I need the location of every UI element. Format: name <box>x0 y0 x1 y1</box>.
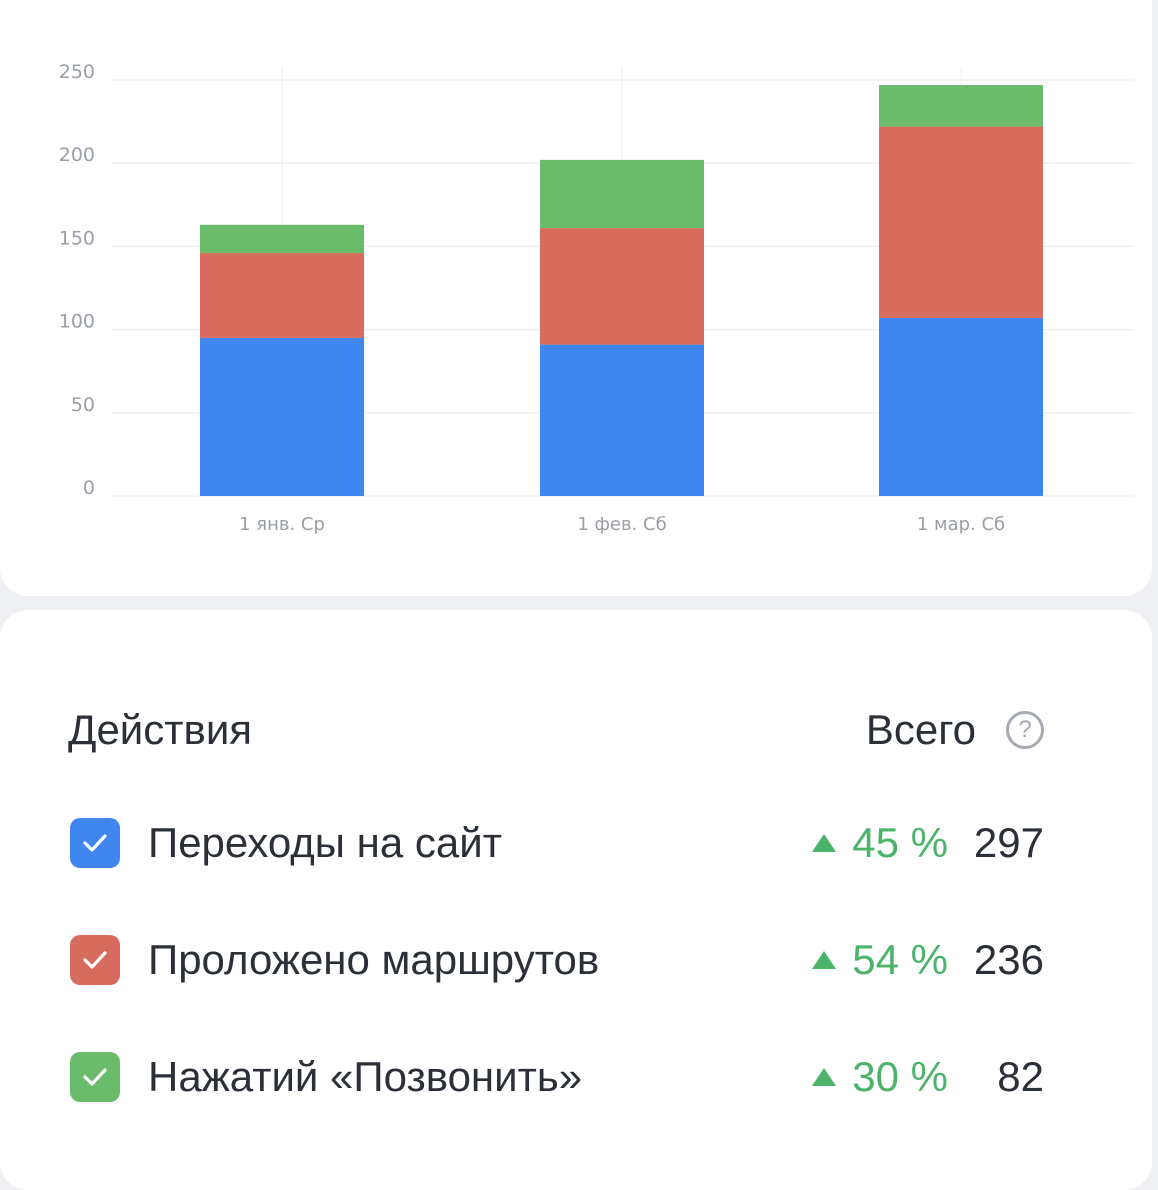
x-tick-label: 1 янв. Ср <box>239 514 325 535</box>
action-label: Нажатий «Позвонить» <box>148 1053 583 1100</box>
bar-segment-0[interactable] <box>200 337 364 496</box>
x-tick-label: 1 фев. Сб <box>577 514 666 535</box>
bar-segment-2[interactable] <box>200 224 364 254</box>
action-stats: 45 % 297 <box>812 819 1044 867</box>
total-label: Всего <box>865 706 976 753</box>
change-percent: 30 % <box>852 1053 948 1100</box>
actions-header: Действия Всего ? <box>68 706 1044 754</box>
actions-title: Действия <box>68 706 253 753</box>
stacked-bar-chart: 0 50 100 150 200 250 1 янв. Ср 1 фев. Сб 1 мар. … <box>59 61 1134 535</box>
total-value: 82 <box>997 1053 1044 1100</box>
action-row-routes[interactable]: Проложено маршрутов 54 % 236 <box>70 930 1044 990</box>
chart-card: 0 50 100 150 200 250 1 янв. Ср 1 фев. Сб 1 мар. … <box>0 0 1152 596</box>
change-percent: 54 % <box>852 936 948 983</box>
y-tick-label: 50 <box>71 394 95 416</box>
y-tick-label: 250 <box>59 61 95 83</box>
bar-segment-2[interactable] <box>540 159 704 229</box>
y-tick-label: 100 <box>59 311 95 333</box>
total-header: Всего ? <box>866 706 1044 754</box>
total-value: 236 <box>973 936 1044 983</box>
bar-segment-0[interactable] <box>540 344 704 496</box>
action-stats: 54 % 236 <box>812 936 1044 984</box>
total-value: 297 <box>973 819 1044 866</box>
arrow-up-icon <box>812 834 837 852</box>
checkbox-icon[interactable] <box>70 935 120 985</box>
question-circle-icon[interactable]: ? <box>1006 711 1044 749</box>
bar-segment-0[interactable] <box>879 317 1043 496</box>
arrow-up-icon <box>812 951 837 969</box>
action-row-site-visits[interactable]: Переходы на сайт 45 % 297 <box>70 813 1044 873</box>
change-percent: 45 % <box>852 819 948 866</box>
y-tick-label: 150 <box>59 227 95 249</box>
checkbox-icon[interactable] <box>70 1052 120 1102</box>
checkbox-icon[interactable] <box>70 818 120 868</box>
action-row-calls[interactable]: Нажатий «Позвонить» 30 % 82 <box>70 1047 1044 1107</box>
arrow-up-icon <box>812 1068 837 1086</box>
actions-card: Действия Всего ? Переходы на сайт 45 % 2… <box>0 610 1152 1190</box>
action-stats: 30 % 82 <box>812 1053 1044 1101</box>
y-tick-label: 200 <box>59 144 95 166</box>
bar-segment-2[interactable] <box>879 84 1043 127</box>
y-tick-label: 0 <box>83 477 95 499</box>
x-tick-label: 1 мар. Сб <box>917 514 1005 535</box>
action-label: Проложено маршрутов <box>148 936 600 983</box>
action-label: Переходы на сайт <box>148 819 502 866</box>
bar-segment-1[interactable] <box>200 253 364 338</box>
bar-segment-1[interactable] <box>540 228 704 345</box>
bar-segment-1[interactable] <box>879 126 1043 318</box>
